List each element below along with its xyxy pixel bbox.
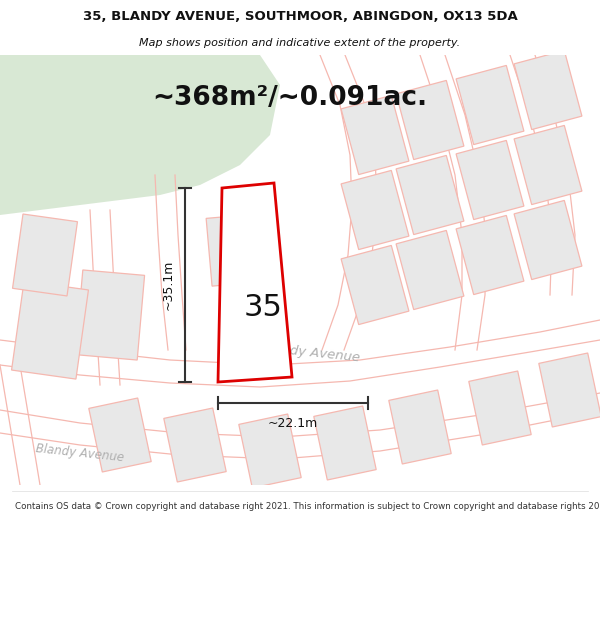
Polygon shape — [341, 96, 409, 174]
Polygon shape — [239, 414, 301, 488]
Polygon shape — [514, 201, 582, 279]
Polygon shape — [456, 216, 524, 294]
Polygon shape — [164, 408, 226, 482]
Text: 35, BLANDY AVENUE, SOUTHMOOR, ABINGDON, OX13 5DA: 35, BLANDY AVENUE, SOUTHMOOR, ABINGDON, … — [83, 10, 517, 23]
Polygon shape — [0, 55, 280, 215]
Polygon shape — [514, 51, 582, 129]
Polygon shape — [396, 231, 464, 309]
Polygon shape — [218, 183, 292, 382]
Text: ~35.1m: ~35.1m — [162, 260, 175, 310]
Polygon shape — [341, 171, 409, 249]
Polygon shape — [11, 281, 88, 379]
Polygon shape — [76, 270, 145, 360]
Polygon shape — [389, 390, 451, 464]
Polygon shape — [514, 126, 582, 204]
Text: Contains OS data © Crown copyright and database right 2021. This information is : Contains OS data © Crown copyright and d… — [15, 502, 600, 511]
Text: Blandy Avenue: Blandy Avenue — [260, 341, 360, 364]
Polygon shape — [396, 156, 464, 234]
Polygon shape — [341, 246, 409, 324]
Polygon shape — [13, 214, 77, 296]
Polygon shape — [456, 66, 524, 144]
Text: 35: 35 — [244, 292, 283, 321]
Polygon shape — [206, 214, 264, 286]
Polygon shape — [89, 398, 151, 472]
Polygon shape — [396, 81, 464, 159]
Text: ~368m²/~0.091ac.: ~368m²/~0.091ac. — [152, 85, 428, 111]
Text: Blandy Avenue: Blandy Avenue — [35, 442, 125, 464]
Polygon shape — [539, 353, 600, 427]
Polygon shape — [456, 141, 524, 219]
Polygon shape — [314, 406, 376, 480]
Polygon shape — [469, 371, 531, 445]
Text: ~22.1m: ~22.1m — [268, 417, 318, 430]
Text: Map shows position and indicative extent of the property.: Map shows position and indicative extent… — [139, 38, 461, 48]
